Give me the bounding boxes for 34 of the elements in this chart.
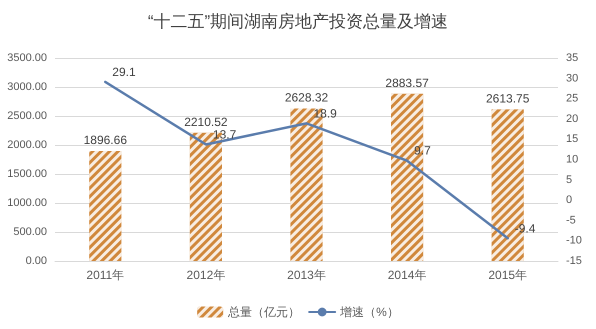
data-label: 2883.57 bbox=[385, 76, 430, 90]
y2-tick-label: 15 bbox=[566, 133, 578, 146]
y2-tick-label: 0 bbox=[566, 194, 572, 206]
data-label: 1896.66 bbox=[84, 132, 128, 147]
y-tick-label: 2000.00 bbox=[7, 139, 47, 151]
y2-tick-label: 25 bbox=[566, 92, 578, 105]
data-label: 29.1 bbox=[112, 64, 136, 79]
y-tick-label: 2500.00 bbox=[7, 110, 47, 122]
y-tick-label: 500.00 bbox=[13, 226, 47, 238]
data-label: 13.7 bbox=[212, 127, 237, 142]
x-tick-label: 2015年 bbox=[488, 268, 528, 282]
x-tick-label: 2012年 bbox=[186, 268, 226, 282]
y-tick-label: 1000.00 bbox=[7, 197, 47, 209]
y2-tick-label: -15 bbox=[566, 255, 582, 267]
y2-tick-label: 5 bbox=[566, 174, 572, 186]
y2-tick-label: -10 bbox=[566, 234, 582, 247]
legend-label: 总量（亿元） bbox=[227, 305, 300, 319]
legend-label: 增速（%） bbox=[339, 305, 399, 319]
y2-tick-label: 10 bbox=[566, 154, 578, 166]
y2-tick-label: 20 bbox=[566, 112, 578, 125]
y-tick-label: 0.00 bbox=[26, 255, 47, 267]
y2-tick-label: -5 bbox=[566, 214, 576, 226]
y2-tick-label: 35 bbox=[566, 52, 578, 64]
x-tick-label: 2011年 bbox=[86, 268, 124, 282]
data-label: 2628.32 bbox=[284, 90, 329, 105]
x-tick-label: 2013年 bbox=[287, 268, 326, 282]
y-tick-label: 1500.00 bbox=[7, 168, 47, 180]
chart-title: “十二五”期间湖南房地产投资总量及增速 bbox=[148, 12, 448, 31]
y-tick-label: 3500.00 bbox=[7, 52, 47, 64]
y-tick-label: 3000.00 bbox=[7, 81, 47, 93]
data-label: 2613.75 bbox=[486, 91, 530, 106]
y2-tick-label: 30 bbox=[566, 72, 578, 84]
data-label: 2210.52 bbox=[184, 114, 228, 129]
x-tick-label: 2014年 bbox=[388, 268, 426, 282]
